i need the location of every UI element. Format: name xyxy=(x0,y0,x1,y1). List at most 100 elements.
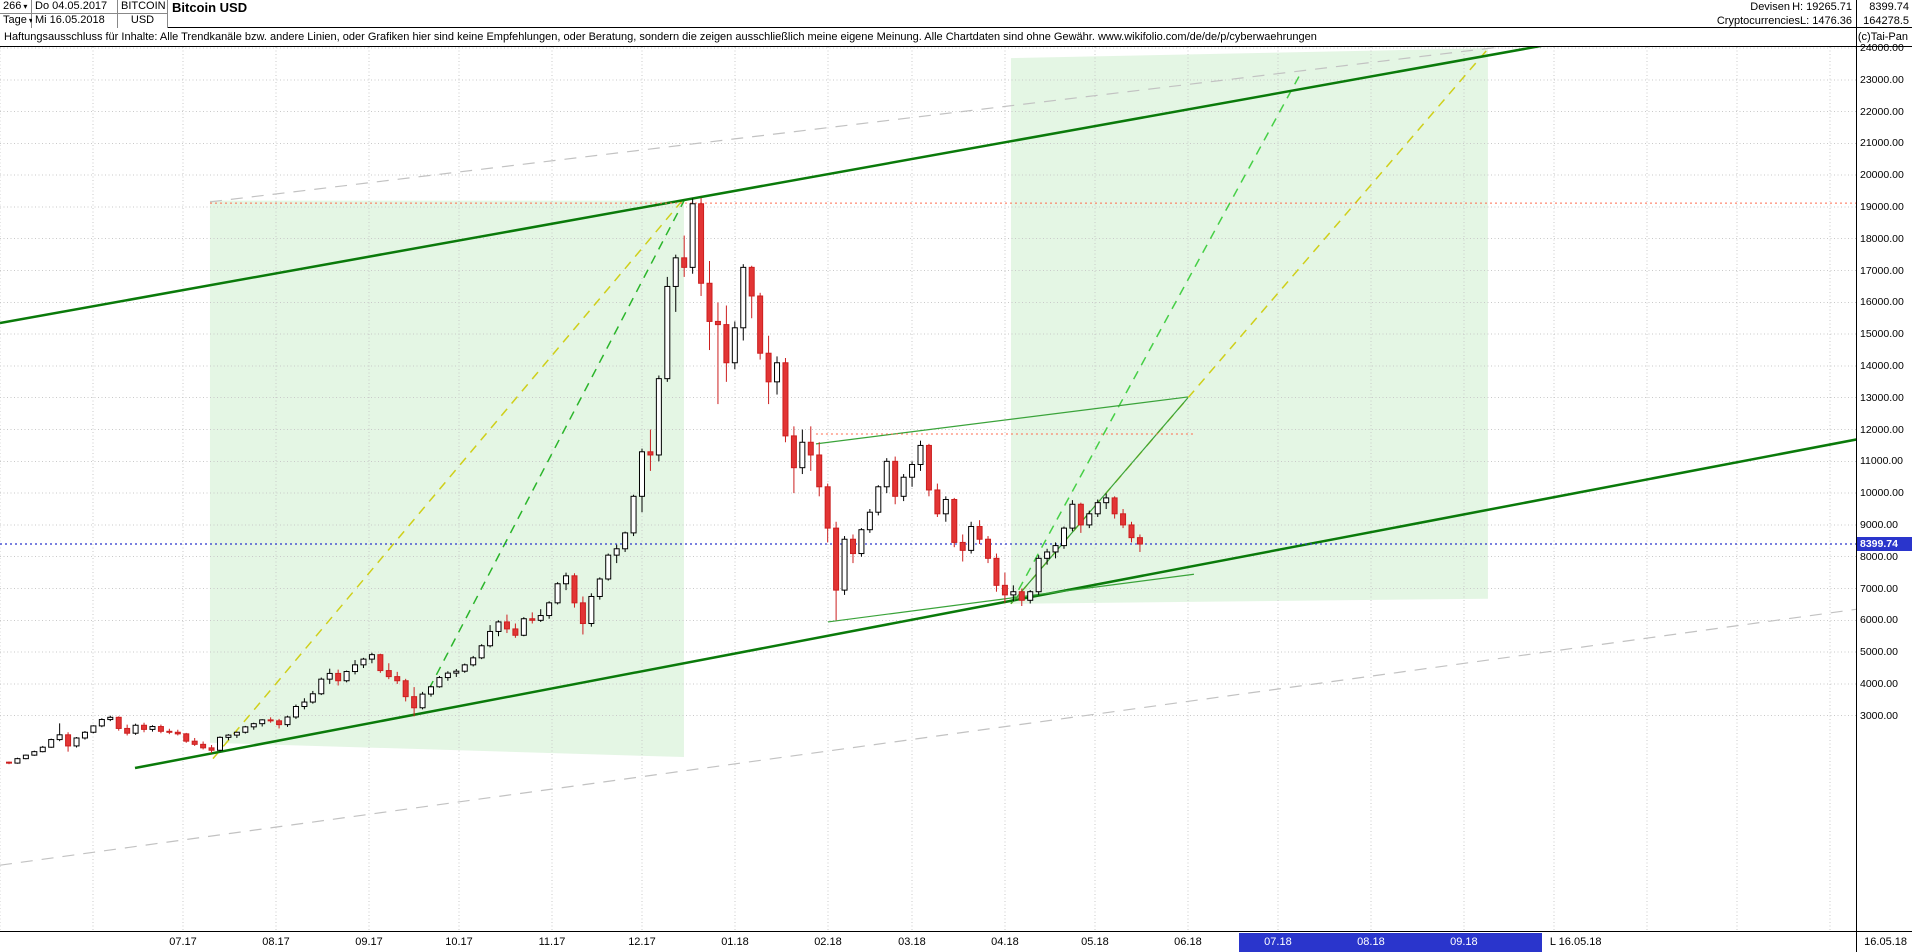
candle-up xyxy=(352,664,359,673)
candle-down xyxy=(757,295,764,354)
candle-up xyxy=(655,378,662,456)
period-value: Tage xyxy=(3,14,27,26)
candle-down xyxy=(748,266,755,297)
period-dropdown[interactable]: Tage ▾ xyxy=(0,14,33,28)
time-tick-label: 01.18 xyxy=(721,936,749,948)
disclaimer-text: Haftungsausschluss für Inhalte: Alle Tre… xyxy=(4,31,1317,43)
price-tick-label: 11000.00 xyxy=(1860,455,1904,468)
gray-dashed-lower xyxy=(0,608,1856,866)
candle-up xyxy=(1027,591,1034,601)
candle-up xyxy=(318,678,325,695)
candle-up xyxy=(22,754,29,760)
candle-down xyxy=(951,498,958,543)
axis-separator-line xyxy=(1856,0,1857,952)
candle-down xyxy=(1111,497,1118,515)
candle-down xyxy=(571,575,578,604)
candle-up xyxy=(495,621,502,632)
last-price-value: 8399.74 xyxy=(1869,1,1909,13)
chart-plot-area[interactable] xyxy=(0,47,1856,931)
candle-up xyxy=(478,645,485,659)
candle-down xyxy=(529,618,536,621)
candle-down xyxy=(985,538,992,559)
candle-down xyxy=(647,451,654,456)
date-to-field[interactable]: Mi 16.05.2018 xyxy=(32,14,118,28)
time-tick-label: 07.18 xyxy=(1264,936,1292,948)
candle-up xyxy=(292,706,299,718)
time-tick-label: 04.18 xyxy=(991,936,1019,948)
candle-up xyxy=(73,737,80,747)
date-from-field[interactable]: Do 04.05.2017 xyxy=(32,0,118,14)
candle-up xyxy=(470,657,477,666)
candle-up xyxy=(672,257,679,287)
candle-down xyxy=(157,726,164,732)
last-date-label: L 16.05.18 xyxy=(1549,936,1602,948)
candle-up xyxy=(630,495,637,534)
candle-down xyxy=(276,720,283,726)
time-tick-label: 11.17 xyxy=(538,936,566,948)
candle-down xyxy=(824,486,831,529)
candle-up xyxy=(605,554,612,580)
time-tick-label: 07.17 xyxy=(169,936,197,948)
candle-up xyxy=(444,672,451,679)
candle-down xyxy=(790,435,797,469)
candle-down xyxy=(1136,537,1143,545)
candle-up xyxy=(233,731,240,736)
price-tick-label: 19000.00 xyxy=(1860,200,1904,213)
candle-up xyxy=(1094,502,1101,515)
candle-down xyxy=(191,740,198,745)
time-tick-label: 09.17 xyxy=(355,936,383,948)
candle-up xyxy=(917,444,924,466)
disclaimer-bar: Haftungsausschluss für Inhalte: Alle Tre… xyxy=(0,28,1912,47)
candle-down xyxy=(925,444,932,491)
candle-up xyxy=(419,693,426,709)
candle-up xyxy=(1044,551,1051,559)
candle-up xyxy=(284,716,291,726)
time-tick-label: 09.18 xyxy=(1450,936,1478,948)
price-tick-label: 8000.00 xyxy=(1860,550,1898,563)
low-value: L: 1476.36 xyxy=(1800,15,1852,27)
price-tick-label: 16000.00 xyxy=(1860,296,1904,309)
candle-up xyxy=(98,719,105,727)
candle-up xyxy=(546,602,553,617)
candle-down xyxy=(115,716,122,729)
candle-up xyxy=(1035,557,1042,593)
price-tick-label: 21000.00 xyxy=(1860,137,1904,150)
candle-up xyxy=(1086,513,1093,526)
candle-up xyxy=(461,664,468,672)
candle-down xyxy=(698,203,705,284)
price-tick-label: 4000.00 xyxy=(1860,677,1898,690)
candle-up xyxy=(1052,545,1059,553)
price-tick-label: 23000.00 xyxy=(1860,73,1904,86)
category-label: Cryptocurrencies xyxy=(1716,15,1800,27)
candle-up xyxy=(622,532,629,550)
chart-header: 266 ▾ Tage ▾ Do 04.05.2017 Mi 16.05.2018 B… xyxy=(0,0,1912,28)
candle-up xyxy=(225,734,232,738)
candle-up xyxy=(427,686,434,695)
candle-up xyxy=(774,362,781,383)
candle-down xyxy=(200,743,207,749)
price-tick-label: 20000.00 xyxy=(1860,169,1904,182)
candle-up xyxy=(875,486,882,513)
candle-up xyxy=(942,498,949,515)
candle-down xyxy=(1018,591,1025,601)
candle-up xyxy=(841,538,848,591)
candle-down xyxy=(833,527,840,591)
candle-up xyxy=(149,726,156,730)
green-dashed-projection-2018 xyxy=(1010,76,1300,605)
candle-up xyxy=(368,654,375,660)
candle-down xyxy=(1001,584,1008,596)
symbol-currency-label: USD xyxy=(118,14,168,28)
candle-up xyxy=(740,266,747,329)
bars-count-dropdown[interactable]: 266 ▾ xyxy=(0,0,32,14)
candle-up xyxy=(259,719,266,725)
candlestick-chart[interactable] xyxy=(0,47,1856,931)
volume-value: 164278.5 xyxy=(1863,15,1909,27)
candle-down xyxy=(512,628,519,636)
price-tick-label: 10000.00 xyxy=(1860,487,1904,500)
candle-up xyxy=(1069,503,1076,529)
candle-up xyxy=(301,701,308,708)
candle-up xyxy=(537,615,544,621)
candle-down xyxy=(579,602,586,625)
candle-up xyxy=(250,723,257,728)
price-tick-label: 18000.00 xyxy=(1860,232,1904,245)
